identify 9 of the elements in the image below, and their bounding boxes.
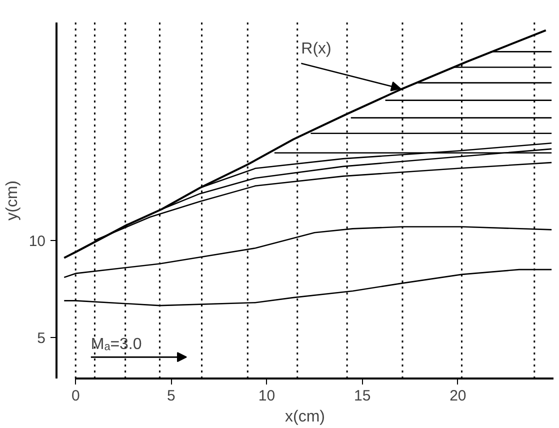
x-tick-label: 5 xyxy=(167,388,176,404)
x-tick-label: 10 xyxy=(258,388,276,404)
annotation: Mₐ=3.0 xyxy=(90,336,142,354)
annotation: R(x) xyxy=(301,40,332,58)
x-tick-label: 0 xyxy=(71,388,80,404)
y-axis-title: y(cm) xyxy=(4,180,21,220)
x-tick-label: 20 xyxy=(450,388,466,404)
x-tick-label: 15 xyxy=(354,388,371,404)
x-axis-title: x(cm) xyxy=(285,408,325,426)
